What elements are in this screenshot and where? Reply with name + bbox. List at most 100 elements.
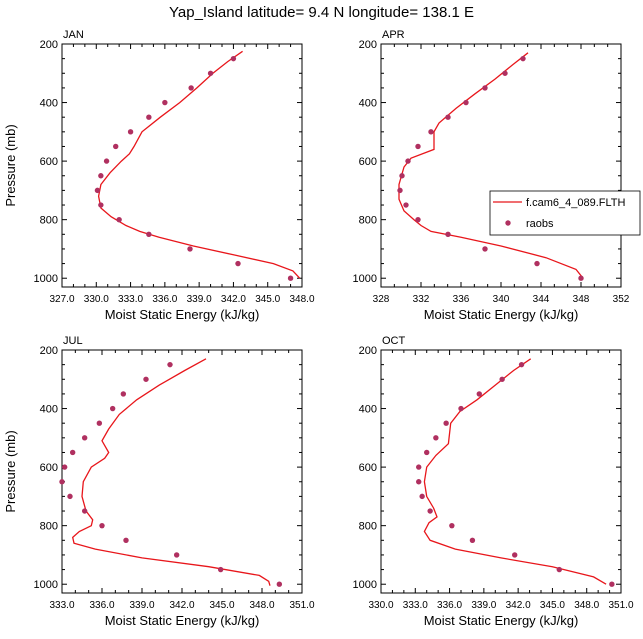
x-tick-label: 336.0 [152, 294, 177, 305]
raobs-point [416, 479, 422, 485]
x-tick-label: 327.0 [49, 294, 74, 305]
x-axis-label: Moist Static Energy (kJ/kg) [424, 613, 579, 628]
raobs-point [61, 464, 68, 470]
raobs-point [103, 158, 110, 164]
raobs-point [276, 581, 283, 587]
raobs-point [98, 173, 104, 179]
raobs-point [217, 566, 224, 573]
raobs-point [469, 537, 476, 544]
raobs-point [96, 420, 103, 426]
x-tick-label: 345.0 [255, 294, 280, 305]
x-tick-label: 332 [413, 294, 430, 305]
model-series-line [71, 358, 271, 586]
y-tick-label: 800 [40, 521, 58, 533]
y-axis-label: Pressure (mb) [3, 430, 18, 512]
model-series-line [97, 50, 301, 279]
y-tick-label: 400 [40, 98, 58, 110]
raobs-point [518, 361, 525, 368]
plot-frame [380, 349, 622, 594]
x-tick-label: 336 [453, 294, 470, 305]
raobs-point [424, 449, 430, 456]
y-tick-label: 800 [359, 521, 377, 533]
panel-jan: 327.0 330.0 333.0 336.0 339.0 342.0 345.0 348.0… [3, 29, 315, 322]
x-tick-label: 328 [373, 294, 390, 305]
y-tick-label: 400 [359, 404, 377, 416]
x-tick-label: 345.0 [540, 600, 565, 611]
x-tick-label: 336.0 [89, 600, 114, 611]
panel-label: APR [382, 29, 405, 41]
raobs-point [416, 464, 422, 470]
y-tick-label: 200 [359, 39, 377, 51]
x-tick-label: 330.0 [368, 600, 393, 611]
raobs-point [230, 55, 237, 62]
y-tick-label: 1000 [353, 273, 377, 285]
x-tick-label: 339.0 [129, 600, 154, 611]
plot-frame [61, 43, 303, 288]
y-tick-label: 1000 [34, 579, 58, 591]
legend-label-raobs: raobs [526, 218, 554, 230]
raobs-point [397, 187, 403, 194]
raobs-point [187, 246, 193, 252]
x-axis-label: Moist Static Energy (kJ/kg) [424, 307, 579, 322]
raobs-point [123, 537, 129, 544]
x-axis-label: Moist Static Energy (kJ/kg) [105, 613, 260, 628]
y-axis-label: Pressure (mb) [3, 124, 18, 206]
raobs-point [94, 187, 101, 194]
x-tick-label: 333.0 [49, 600, 74, 611]
x-tick-label: 351.0 [608, 600, 633, 611]
raobs-point [463, 99, 469, 106]
raobs-point [415, 216, 421, 223]
raobs-point [59, 479, 65, 485]
raobs-point [146, 114, 152, 120]
legend-dot-swatch [505, 220, 511, 226]
raobs-point [81, 435, 88, 441]
raobs-point [449, 522, 455, 529]
x-tick-label: 339.0 [187, 294, 212, 305]
y-tick-label: 800 [359, 215, 377, 227]
raobs-point [609, 581, 615, 587]
raobs-point [146, 231, 152, 238]
panel-label: JUL [63, 335, 83, 347]
y-tick-label: 200 [359, 345, 377, 357]
model-series-line [398, 52, 584, 279]
raobs-point [235, 260, 241, 267]
raobs-point [512, 552, 518, 558]
x-axis-label: Moist Static Energy (kJ/kg) [105, 307, 260, 322]
raobs-point [499, 376, 505, 382]
raobs-point [482, 246, 488, 252]
raobs-point [427, 508, 433, 514]
raobs-point [534, 260, 540, 267]
raobs-point [419, 493, 425, 500]
y-tick-label: 600 [40, 156, 58, 168]
panel-label: OCT [382, 335, 406, 347]
x-tick-label: 339.0 [471, 600, 496, 611]
legend-box [489, 190, 641, 236]
raobs-point [399, 173, 405, 179]
panel-jul: 333.0 336.0 339.0 342.0 345.0 348.0 351.0 200 40… [3, 335, 315, 628]
y-tick-label: 1000 [353, 579, 377, 591]
raobs-point [578, 275, 584, 281]
raobs-point [502, 70, 508, 76]
y-tick-label: 600 [359, 156, 377, 168]
x-tick-label: 333.0 [403, 600, 428, 611]
y-tick-label: 1000 [34, 273, 58, 285]
x-tick-label: 340 [493, 294, 510, 305]
raobs-point [188, 85, 194, 91]
plot-frame [380, 43, 622, 288]
y-tick-label: 400 [40, 404, 58, 416]
raobs-point [556, 566, 562, 573]
legend-label-model: f.cam6_4_089.FLTH [526, 197, 626, 209]
raobs-point [482, 85, 488, 91]
x-tick-label: 342.0 [169, 600, 194, 611]
raobs-point [428, 129, 434, 135]
y-tick-label: 600 [40, 462, 58, 474]
y-tick-label: 800 [40, 215, 58, 227]
plot-frame [61, 349, 303, 594]
x-tick-label: 330.0 [84, 294, 109, 305]
raobs-point [433, 435, 439, 441]
x-tick-label: 352 [613, 294, 630, 305]
raobs-point [67, 493, 73, 500]
x-tick-label: 333.0 [118, 294, 143, 305]
